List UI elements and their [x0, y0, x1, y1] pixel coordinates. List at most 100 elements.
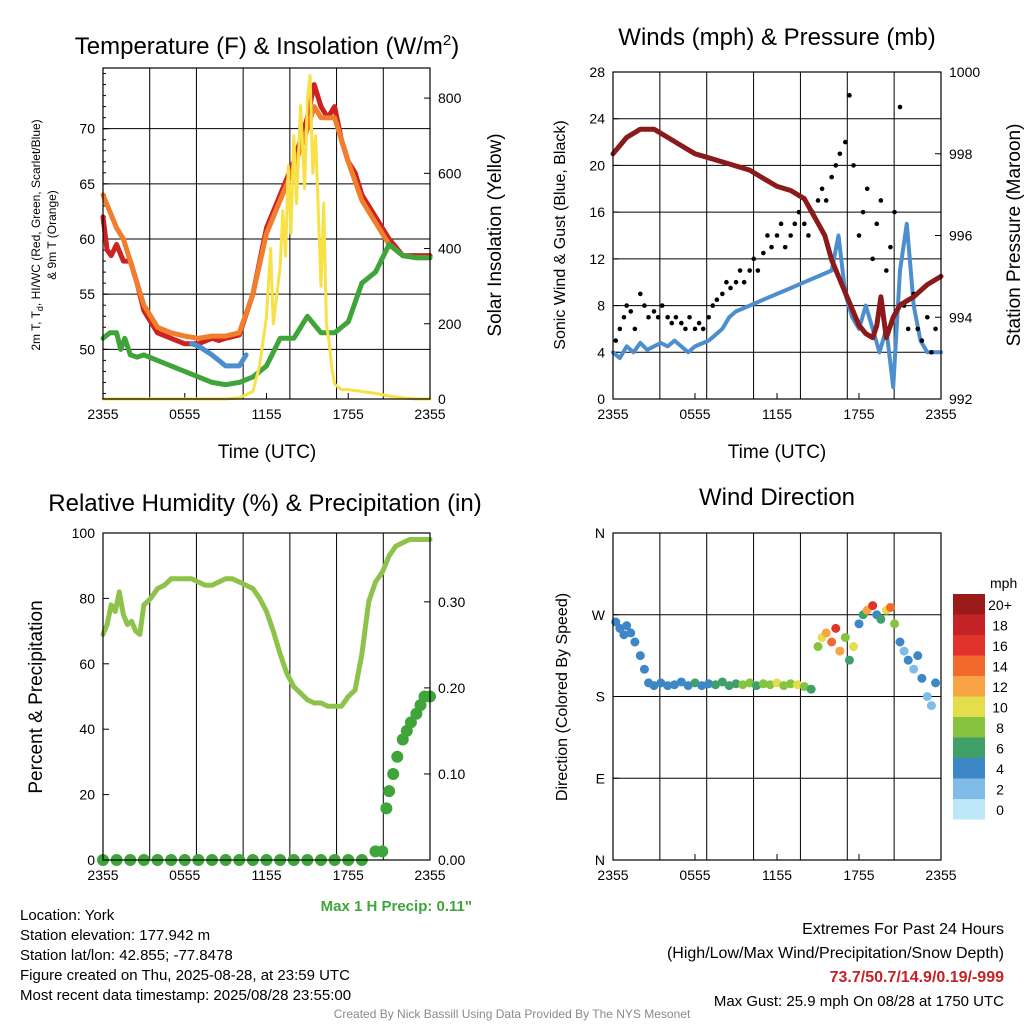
- direction-point: [683, 681, 693, 691]
- legend-label: 16: [992, 638, 1008, 654]
- direction-point: [835, 646, 845, 656]
- data-point: [741, 279, 747, 285]
- legend-swatch: [953, 799, 985, 820]
- recent-data-timestamp: Most recent data timestamp: 2025/08/28 2…: [20, 987, 352, 1004]
- extremes-values: 73.7/50.7/14.9/0.19/-999: [829, 969, 1004, 986]
- plot-border: [102, 67, 431, 400]
- data-point: [837, 151, 843, 157]
- x-tick-label: 2355: [87, 867, 118, 883]
- legend-label: 10: [992, 700, 1008, 716]
- y2-axis-label: Station Pressure (Maroon): [1004, 124, 1024, 347]
- direction-point: [656, 678, 666, 688]
- legend-swatch: [953, 614, 985, 635]
- y2-tick-label: 0.30: [438, 594, 465, 610]
- data-point: [833, 163, 839, 168]
- series-line-1: [610, 126, 944, 341]
- direction-point: [922, 692, 932, 701]
- extremes-title: Extremes For Past 24 Hours: [802, 921, 1004, 938]
- data-point: [751, 256, 757, 262]
- legend-swatch: [953, 758, 985, 779]
- credit-line: Created By Nick Bassill Using Data Provi…: [333, 1007, 691, 1021]
- direction-point: [895, 637, 905, 647]
- x-tick-label: 0555: [169, 867, 200, 883]
- data-point: [802, 221, 807, 227]
- legend-swatch: [953, 594, 985, 615]
- figure-created: Figure created on Thu, 2025-08-28, at 23…: [20, 967, 350, 984]
- data-point: [806, 233, 811, 238]
- y-axis-label-part: , HI/WC (Red, Green, Scarlet/Blue): [29, 119, 43, 306]
- data-point: [788, 233, 793, 238]
- station-info: Location: York Station elevation: 177.94…: [20, 906, 351, 1006]
- station-latlon: Station lat/lon: 42.855; -77.8478: [20, 947, 233, 964]
- y-tick-label: 16: [589, 204, 605, 220]
- y-axis-label-subscript: d: [35, 306, 45, 311]
- y-tick-label: 8: [597, 298, 605, 314]
- direction-point: [772, 678, 782, 688]
- direction-point: [752, 681, 761, 691]
- data-point: [617, 326, 623, 332]
- legend-label: 12: [992, 679, 1008, 695]
- data-point: [710, 303, 716, 308]
- direction-point: [854, 619, 864, 629]
- direction-point: [717, 677, 727, 687]
- y-axis-label: Percent & Precipitation: [26, 600, 47, 793]
- chart-title: Wind Direction: [699, 484, 855, 511]
- data-point: [815, 198, 821, 203]
- data-point: [755, 268, 761, 273]
- direction-point: [849, 642, 859, 652]
- y-axis-label: Direction (Colored By Speed): [554, 593, 571, 801]
- direction-point: [890, 619, 900, 629]
- data-point: [843, 139, 848, 145]
- y2-tick-label: 1000: [949, 64, 980, 80]
- data-point: [769, 244, 774, 250]
- y-axis-label: Sonic Wind & Gust (Blue, Black): [552, 120, 569, 349]
- series-line-2: [100, 242, 433, 388]
- data-point: [673, 314, 679, 320]
- direction-point: [738, 680, 748, 690]
- data-point: [387, 767, 400, 780]
- direction-point: [876, 614, 886, 624]
- series-line-1: [100, 104, 433, 341]
- data-point: [919, 338, 925, 343]
- y-tick-label: 4: [597, 344, 605, 360]
- data-point: [613, 338, 619, 343]
- max-gust: Max Gust: 25.9 mph On 08/28 at 1750 UTC: [713, 993, 1004, 1010]
- series-line-3: [189, 341, 249, 369]
- plot-border: [102, 532, 431, 861]
- direction-point: [786, 679, 796, 689]
- data-point: [624, 303, 629, 308]
- chart-title: Temperature (F) & Insolation (W/m2): [75, 32, 459, 60]
- data-point: [692, 326, 698, 332]
- y2-tick-label: 994: [949, 309, 973, 325]
- x-tick-label: 1755: [333, 867, 364, 883]
- direction-point: [799, 682, 809, 692]
- y-tick-label: 24: [589, 111, 605, 127]
- direction-point: [704, 679, 714, 689]
- data-point: [404, 716, 417, 729]
- y-tick-label: W: [592, 607, 606, 623]
- data-point: [819, 186, 825, 192]
- legend-label: 14: [992, 659, 1008, 675]
- y2-tick-label: 0: [438, 391, 446, 407]
- direction-point: [813, 642, 823, 652]
- y-tick-label: 60: [79, 231, 95, 247]
- legend-label: 0: [996, 802, 1004, 818]
- data-point: [728, 285, 733, 291]
- data-point: [687, 314, 692, 320]
- data-point: [376, 845, 389, 858]
- direction-point: [630, 637, 640, 647]
- y2-tick-label: 992: [949, 391, 973, 407]
- direction-point: [899, 646, 909, 656]
- y2-tick-label: 0.10: [438, 766, 465, 782]
- x-tick-label: 1155: [762, 867, 792, 883]
- data-point: [733, 279, 739, 285]
- data-point: [929, 349, 934, 355]
- series-line-0: [611, 221, 943, 390]
- data-point: [792, 221, 798, 227]
- x-tick-label: 1755: [843, 867, 874, 883]
- data-point: [925, 314, 930, 320]
- x-tick-label: 1155: [251, 867, 281, 883]
- data-point: [878, 198, 884, 203]
